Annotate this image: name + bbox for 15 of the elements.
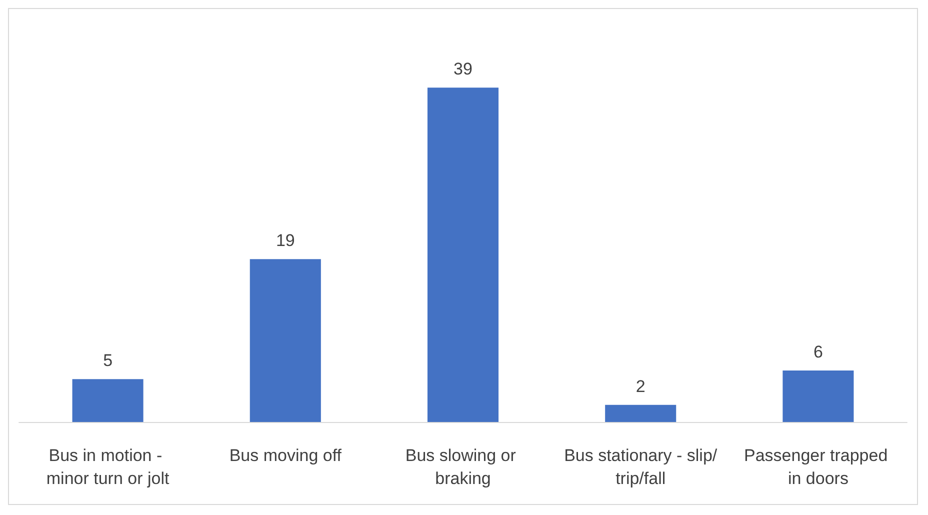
x-tick-label: Bus moving off xyxy=(229,446,342,465)
data-label: 39 xyxy=(454,60,472,79)
data-label: 6 xyxy=(813,342,823,362)
x-tick-label: Bus stationary - slip/trip/fall xyxy=(564,446,718,488)
bar xyxy=(250,259,321,422)
data-label: 2 xyxy=(636,376,646,396)
x-tick-label: Bus in motion - minor turn or jolt xyxy=(46,446,170,488)
x-tick-label: Bus slowing or braking xyxy=(405,446,521,488)
data-label: 19 xyxy=(276,231,295,250)
bar xyxy=(605,404,676,422)
bar xyxy=(427,88,499,422)
data-label: 5 xyxy=(103,351,113,370)
bar xyxy=(782,370,854,422)
x-tick-label: Passenger trapped in doors xyxy=(744,446,892,488)
bar xyxy=(72,379,144,422)
